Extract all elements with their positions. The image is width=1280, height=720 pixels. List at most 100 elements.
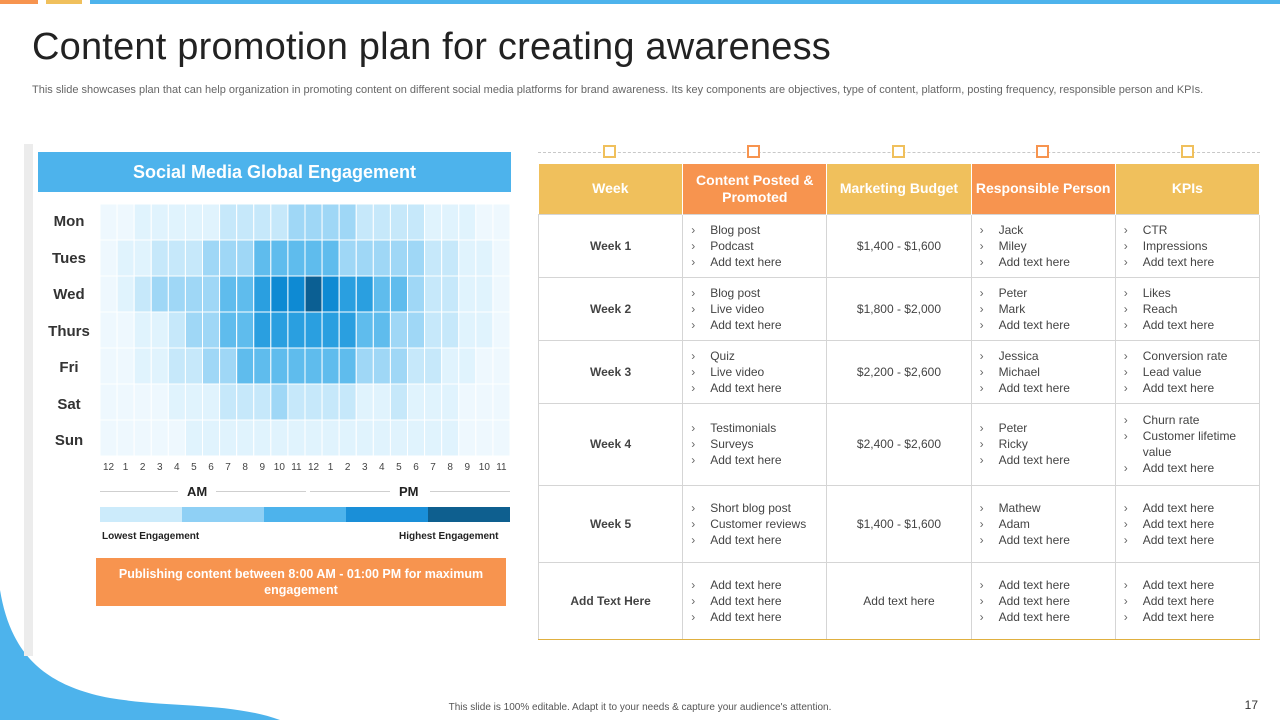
pm-rule <box>430 491 510 492</box>
heatmap-cell <box>270 275 289 313</box>
person-item: Miley <box>980 238 1115 254</box>
heatmap-cell <box>287 239 306 277</box>
heatmap-cell <box>100 275 118 313</box>
heatmap-cell <box>150 239 169 277</box>
week-cell: Week 2 <box>537 276 684 341</box>
heatmap-cell <box>133 275 152 313</box>
kpi-cell: Add text here Add text here Add text her… <box>1114 561 1261 640</box>
heatmap-cell <box>372 204 391 241</box>
hour-label: 8 <box>447 462 453 473</box>
heatmap-cell <box>492 347 510 385</box>
heatmap-cell <box>458 204 477 241</box>
content-item: Add text here <box>691 254 826 270</box>
heatmap-cell <box>475 275 494 313</box>
hour-label: 6 <box>413 462 419 473</box>
week-cell: Week 1 <box>537 213 684 278</box>
content-item: Add text here <box>691 532 826 548</box>
promotion-plan-table: Week Content Posted & Promoted Marketing… <box>537 164 1261 640</box>
scale-swatch <box>182 507 264 522</box>
heatmap-cell <box>372 275 391 313</box>
content-item: Quiz <box>691 348 826 364</box>
kpi-item: Lead value <box>1124 364 1259 380</box>
person-cell: Add text here Add text here Add text her… <box>970 561 1116 640</box>
heatmap-cell <box>441 204 460 241</box>
engagement-color-scale <box>100 507 510 522</box>
hour-label: 2 <box>344 462 351 473</box>
hour-label: 12 <box>307 462 320 473</box>
content-item: Add text here <box>691 593 826 609</box>
heatmap-cell <box>338 383 357 421</box>
hour-label: 6 <box>208 462 214 473</box>
content-item: Testimonials <box>691 420 826 436</box>
heatmap-cell <box>202 204 221 241</box>
heatmap-cell <box>150 347 169 385</box>
page-number: 17 <box>1244 698 1258 712</box>
heatmap-cell <box>100 419 118 456</box>
heatmap-cell <box>407 347 426 385</box>
hour-label: 5 <box>396 462 402 473</box>
heatmap-cell <box>424 311 443 349</box>
heatmap-cell <box>424 419 443 456</box>
heatmap-cell <box>355 419 374 456</box>
content-item: Add text here <box>691 380 826 396</box>
table-row: Week 4 Testimonials Surveys Add text her… <box>537 402 1261 486</box>
heatmap-cell <box>287 383 306 421</box>
heatmap-cell <box>287 275 306 313</box>
content-cell: Short blog post Customer reviews Add tex… <box>682 484 828 563</box>
content-cell: Add text here Add text here Add text her… <box>682 561 828 640</box>
kpi-item: Add text here <box>1124 577 1259 593</box>
content-item: Customer reviews <box>691 516 826 532</box>
heatmap-cell <box>219 311 238 349</box>
heatmap-cell <box>253 239 272 277</box>
heatmap-cell <box>236 311 255 349</box>
day-label: Fri <box>59 359 79 376</box>
table-row: Week 1 Blog post Podcast Add text here $… <box>537 213 1261 278</box>
engagement-heatmap <box>100 204 510 456</box>
person-item: Ricky <box>980 436 1115 452</box>
heatmap-cell <box>219 239 238 277</box>
content-item: Surveys <box>691 436 826 452</box>
heatmap-cell <box>150 275 169 313</box>
heatmap-cell <box>236 239 255 277</box>
heatmap-cell <box>475 311 494 349</box>
hour-label: 7 <box>430 462 436 473</box>
table-header-row: Week Content Posted & Promoted Marketing… <box>538 164 1261 214</box>
scale-swatch <box>346 507 428 522</box>
heatmap-cell <box>321 204 340 241</box>
heatmap-cell <box>116 239 135 277</box>
kpi-item: Add text here <box>1124 609 1259 625</box>
heatmap-cell <box>441 275 460 313</box>
table-row: Week 2 Blog post Live video Add text her… <box>537 276 1261 341</box>
heatmap-cell <box>475 383 494 421</box>
heatmap-cell <box>133 347 152 385</box>
week-cell: Week 4 <box>537 402 684 486</box>
person-cell: Jack Miley Add text here <box>970 213 1116 278</box>
hour-label: 10 <box>478 462 490 473</box>
person-cell: Mathew Adam Add text here <box>970 484 1116 563</box>
heatmap-cell <box>150 383 169 421</box>
heatmap-cell <box>407 311 426 349</box>
content-item: Podcast <box>691 238 826 254</box>
heatmap-cell <box>424 275 443 313</box>
accent-segment-orange <box>0 0 38 4</box>
heatmap-cell <box>184 204 203 241</box>
column-marker <box>1181 145 1194 158</box>
content-item: Add text here <box>691 452 826 468</box>
heatmap-cell <box>184 275 203 313</box>
heatmap-cell <box>116 311 135 349</box>
column-marker <box>603 145 616 158</box>
heatmap-cell <box>389 383 409 421</box>
highest-engagement-label: Highest Engagement <box>399 531 499 542</box>
heatmap-cell <box>116 204 135 241</box>
heatmap-cell <box>424 239 443 277</box>
heatmap-cell <box>441 383 460 421</box>
heatmap-cell <box>338 311 357 349</box>
person-item: Add text here <box>980 593 1115 609</box>
heatmap-cell <box>475 419 494 456</box>
person-cell: Jessica Michael Add text here <box>970 339 1116 404</box>
heatmap-cell <box>270 239 289 277</box>
kpi-cell: Conversion rate Lead value Add text here <box>1114 339 1261 404</box>
heatmap-cell <box>389 419 409 456</box>
heatmap-cell <box>133 239 152 277</box>
heatmap-cell <box>116 383 135 421</box>
